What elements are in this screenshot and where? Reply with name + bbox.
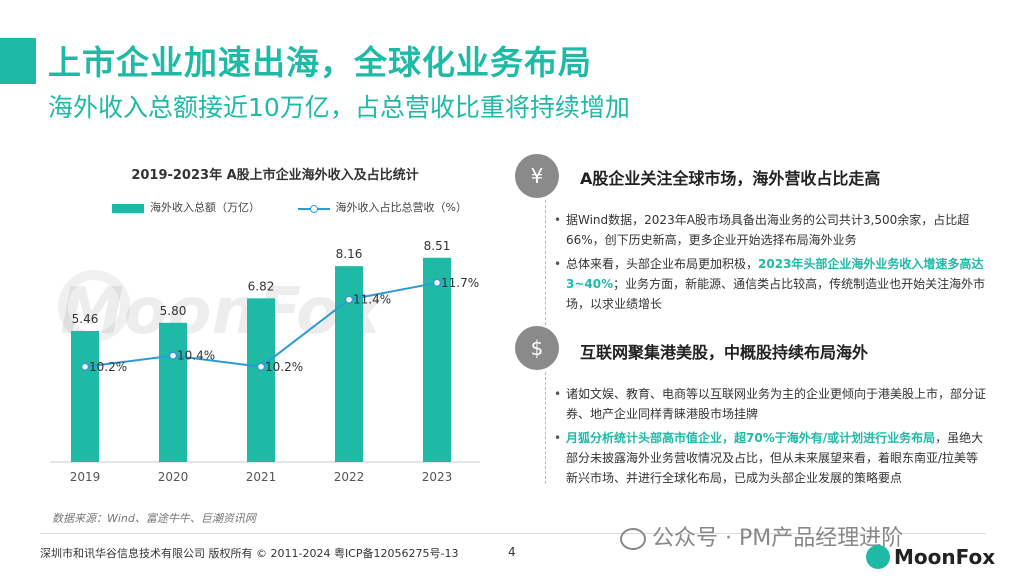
bar-label-2021: 6.82 <box>248 279 275 293</box>
section-1-bullet-2: 总体来看，头部企业布局更加积极，2023年头部企业海外业务收入增速多高达3~40… <box>554 254 988 314</box>
line-label-2020: 10.4% <box>177 349 215 363</box>
line-label-2019: 10.2% <box>89 360 127 374</box>
page-title: 上市企业加速出海，全球化业务布局 <box>48 43 592 82</box>
section-2-divider <box>545 372 546 484</box>
watermark: MoonFox <box>60 275 382 349</box>
chart-legend: 海外收入总额（万亿） 海外收入占比总营收（%） <box>112 199 501 215</box>
footer-divider <box>40 533 986 534</box>
legend-item-line: 海外收入占比总营收（%） <box>297 199 467 215</box>
bar-2019 <box>71 330 99 462</box>
line-point-2019 <box>80 362 90 372</box>
line-label-2021: 10.2% <box>265 360 303 374</box>
line-point-2023 <box>432 278 442 288</box>
legend-bar-swatch <box>112 203 144 213</box>
section-1-bullet-1: 据Wind数据，2023年A股市场具备出海业务的公司共计3,500余家，占比超6… <box>554 210 988 250</box>
line-point-2021 <box>256 362 266 372</box>
x-tick-2020: 2020 <box>158 470 189 484</box>
moonfox-logo-icon <box>866 544 890 569</box>
section-1-divider <box>545 200 546 325</box>
chart-title: 2019-2023年 A股上市企业海外收入及占比统计 <box>131 168 419 183</box>
section-2-title: 互联网聚集港美股，中概股持续布局海外 <box>580 343 869 362</box>
line-point-2020 <box>168 351 178 360</box>
x-tick-2023: 2023 <box>422 470 453 484</box>
page-subtitle: 海外收入总额接近10万亿，占总营收比重将持续增加 <box>48 93 630 122</box>
bar-2023 <box>423 257 451 462</box>
line-label-2023: 11.7% <box>441 276 479 290</box>
legend-line-swatch <box>297 204 330 213</box>
yen-icon: ¥ <box>515 154 559 198</box>
wechat-icon <box>620 528 646 550</box>
bar-2021 <box>247 298 275 462</box>
brand-logo: MoonFox <box>866 544 995 571</box>
section-2-bullet-2: 月狐分析统计头部高市值企业，超70%于海外有/或计划进行业务布局，虽绝大部分未披… <box>554 428 988 488</box>
legend-item-bar: 海外收入总额（万亿） <box>112 199 260 215</box>
legend-line-label: 海外收入占比总营收（%） <box>335 201 467 214</box>
line-label-2022: 11.4% <box>353 293 391 307</box>
section-2-bullet-1: 诸如文娱、教育、电商等以互联网业务为主的企业更倾向于港美股上市，部分证券、地产企… <box>554 384 988 424</box>
legend-bar-label: 海外收入总额（万亿） <box>150 201 260 214</box>
copyright: 深圳市和讯华谷信息技术有限公司 版权所有 © 2011-2024 粤ICP备12… <box>40 547 459 560</box>
bar-label-2020: 5.80 <box>160 304 187 318</box>
money-icon: $ <box>515 326 559 370</box>
section-1-title: A股企业关注全球市场，海外营收占比走高 <box>580 169 881 188</box>
bar-label-2023: 8.51 <box>424 239 451 253</box>
x-tick-2021: 2021 <box>246 470 277 484</box>
bar-2020 <box>159 322 187 462</box>
combo-chart: 5.46 2019 5.80 2020 6.82 2021 8.16 2022 8.51 2023… <box>50 239 480 484</box>
bar-label-2022: 8.16 <box>336 247 363 261</box>
page-number: 4 <box>508 545 516 559</box>
line-point-2022 <box>344 295 354 304</box>
x-tick-2022: 2022 <box>334 470 365 484</box>
x-tick-2019: 2019 <box>70 470 101 484</box>
wechat-watermark: 公众号 · PM产品经理进阶 <box>620 520 903 552</box>
data-source: 数据来源：Wind、富途牛牛、巨潮资讯网 <box>52 512 256 525</box>
bar-label-2019: 5.46 <box>72 312 99 326</box>
title-accent-bar <box>0 38 36 84</box>
